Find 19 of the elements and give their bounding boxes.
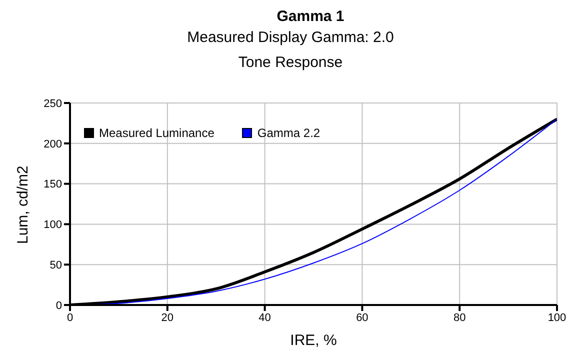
legend-label: Gamma 2.2 — [256, 126, 320, 140]
y-tick-label: 0 — [56, 300, 62, 312]
y-tick-label: 250 — [44, 98, 62, 110]
x-tick-label: 40 — [258, 312, 271, 324]
y-tick-label: 150 — [44, 178, 62, 191]
text: Tone Response — [237, 54, 344, 71]
chart-subtitle: Measured Display Gamma: 2.0 — [186, 29, 395, 46]
x-tick-label: 0 — [66, 312, 74, 324]
x-tick-label: 60 — [356, 312, 368, 324]
y-axis-title: Lum, cd/m2 — [14, 166, 32, 244]
y-tick-label: 50 — [50, 260, 62, 272]
y-tick-label: 200 — [44, 138, 62, 150]
x-tick-label: 80 — [453, 312, 466, 324]
chart-title: Gamma 1 — [276, 8, 346, 25]
legend-label: Measured Luminance — [98, 126, 214, 140]
x-axis-title: IRE, % — [290, 332, 337, 349]
x-tick-label: 100 — [548, 312, 566, 324]
x-tick-label: 20 — [161, 312, 174, 324]
y-tick-label: 100 — [44, 219, 62, 232]
